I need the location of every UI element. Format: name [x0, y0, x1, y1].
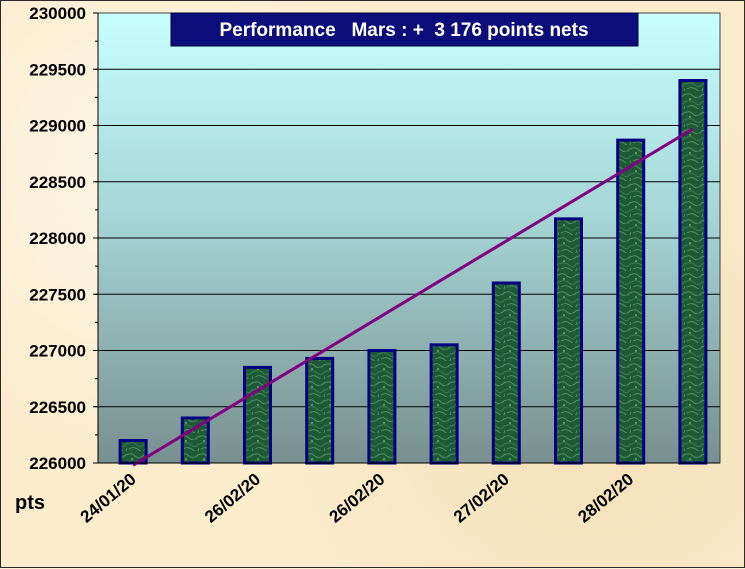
bar [678, 79, 708, 465]
bar [367, 349, 397, 465]
x-tick-label: 24/01/20 [77, 470, 140, 527]
bar [554, 217, 583, 465]
x-tick-label: 27/02/20 [450, 470, 513, 527]
y-tick-label: 226500 [29, 398, 86, 417]
trendline-group [132, 127, 694, 467]
x-tick-label: 26/02/20 [326, 470, 389, 527]
y-tick-label: 227000 [29, 342, 86, 361]
bar [491, 281, 521, 465]
trendline [132, 127, 694, 467]
x-tick-label: 26/02/20 [201, 470, 264, 527]
chart-title-box [170, 12, 639, 47]
y-tick-label: 226000 [29, 454, 86, 473]
y-tick-label: 228000 [29, 229, 86, 248]
y-tick-label: 227500 [29, 285, 86, 304]
y-axis-unit-label: pts [15, 492, 45, 514]
y-tick-label: 229500 [29, 60, 86, 79]
bar [305, 356, 335, 465]
chart-title: Performance Mars : + 3 176 points nets [219, 20, 588, 41]
bar [243, 365, 272, 465]
bar [180, 416, 210, 465]
y-tick-label: 228500 [29, 173, 86, 192]
y-tick-label: 230000 [29, 4, 86, 23]
x-tick-label: 28/02/20 [574, 470, 637, 527]
bar-series [118, 79, 708, 465]
bar [616, 138, 646, 465]
y-axis: 226000 226500 227000 227500 228000 228500 2290… [29, 4, 99, 473]
bar [429, 343, 459, 465]
x-axis: 24/01/20 26/02/20 26/02/20 27/02/20 28/02/20 [77, 462, 720, 527]
y-tick-label: 229000 [29, 117, 86, 136]
